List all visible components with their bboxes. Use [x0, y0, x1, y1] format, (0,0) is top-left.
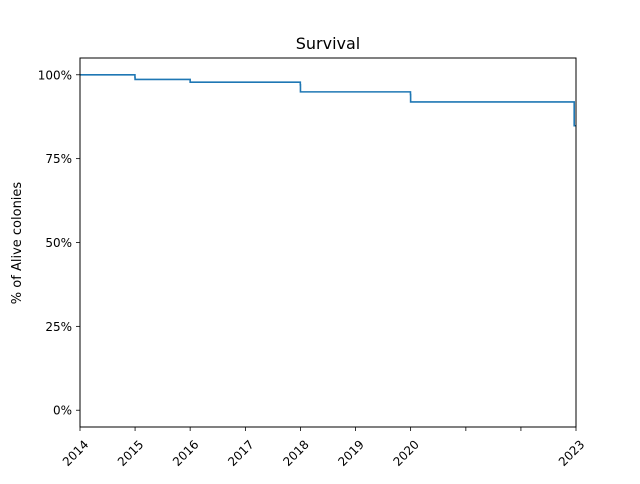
- y-tick-label: 100%: [38, 68, 72, 82]
- series-layer: [80, 73, 576, 127]
- y-axis-label: % of Alive colonies: [10, 182, 25, 305]
- chart-title: Survival: [296, 34, 361, 53]
- y-tick-label: 25%: [45, 320, 72, 334]
- y-tick-label: 75%: [45, 152, 72, 166]
- y-axis-ticks: 0% 25% 50% 75% 100%: [38, 68, 80, 418]
- series-line-0: [80, 73, 576, 127]
- plot-frame: [79, 57, 577, 428]
- y-tick-label: 50%: [45, 236, 72, 250]
- y-tick-label: 0%: [53, 404, 72, 418]
